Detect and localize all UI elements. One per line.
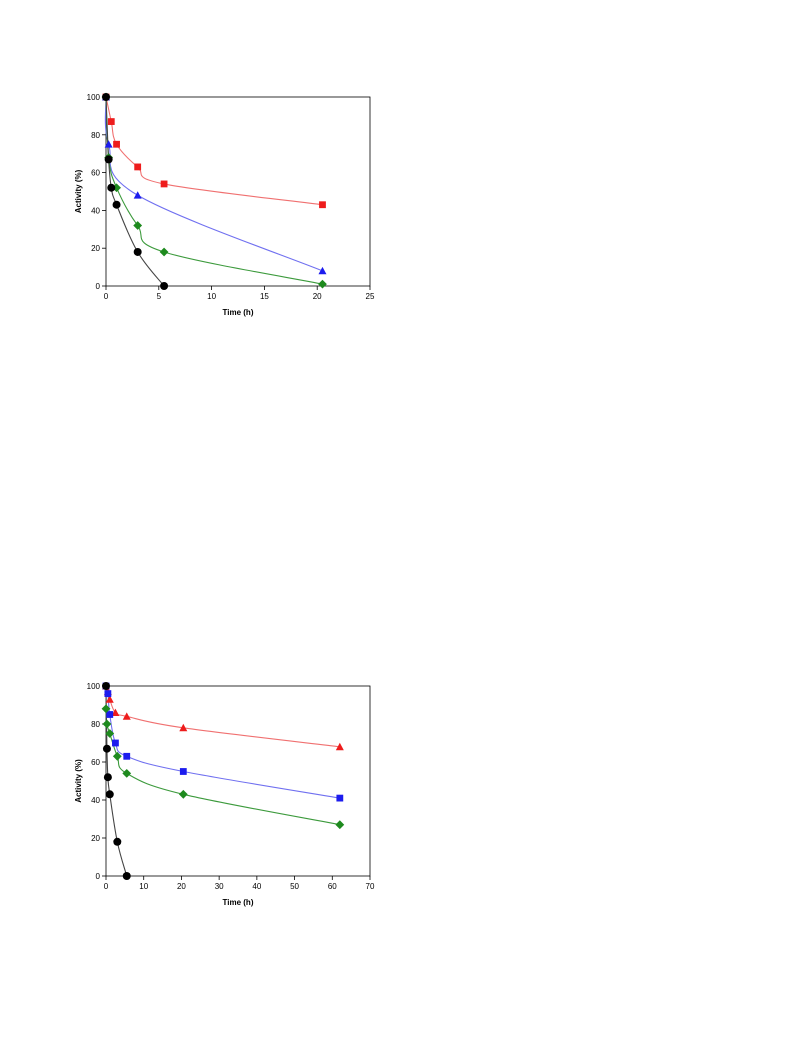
data-point-square — [104, 690, 112, 697]
data-point-circle — [102, 744, 111, 753]
x-tick-label: 50 — [290, 882, 299, 891]
y-tick-label: 20 — [91, 834, 100, 843]
data-point-circle — [105, 790, 114, 799]
y-tick-label: 40 — [91, 206, 100, 215]
y-tick-label: 20 — [91, 244, 100, 253]
x-axis-label: Time (h) — [223, 308, 254, 317]
data-point-diamond — [133, 221, 143, 230]
data-point-square — [336, 794, 344, 802]
chart-top: 0 20 40 60 80 100 0 5 10 15 20 25 Time (h) Activity (… — [74, 92, 375, 317]
data-point-circle — [102, 93, 110, 101]
data-point-circle — [102, 682, 110, 690]
x-tick-label: 70 — [366, 882, 375, 891]
data-point-triangle — [104, 140, 113, 148]
data-point-square — [123, 752, 131, 760]
data-point-diamond — [159, 247, 169, 257]
y-tick-label: 80 — [91, 720, 100, 729]
data-point-triangle — [122, 712, 131, 720]
data-point-circle — [113, 837, 122, 846]
series-line-square — [105, 96, 323, 206]
y-tick-label: 80 — [91, 131, 100, 140]
data-point-circle — [107, 183, 116, 192]
data-point-diamond — [122, 769, 132, 778]
data-point-square — [113, 140, 120, 148]
x-tick-label: 30 — [215, 882, 224, 891]
x-tick-label: 25 — [366, 292, 375, 301]
data-point-square — [179, 768, 187, 775]
data-point-square — [106, 711, 114, 718]
y-tick-label: 40 — [91, 796, 100, 805]
data-point-diamond — [318, 279, 327, 289]
y-axis-label: Activity (%) — [74, 759, 83, 803]
series-line-circle — [105, 96, 165, 287]
series-line-diamond — [105, 96, 323, 285]
data-point-square — [134, 163, 142, 171]
series-line-diamond — [105, 708, 340, 826]
x-tick-label: 20 — [177, 882, 186, 891]
y-axis-label: Activity (%) — [74, 169, 83, 213]
x-tick-label: 20 — [313, 292, 322, 301]
data-point-diamond — [101, 704, 111, 714]
data-point-triangle — [318, 266, 327, 275]
data-point-triangle — [335, 742, 344, 751]
data-point-diamond — [112, 751, 122, 761]
data-point-diamond — [335, 820, 345, 830]
x-tick-label: 60 — [328, 882, 337, 891]
y-tick-label: 0 — [96, 872, 101, 881]
plot-area-frame — [105, 96, 371, 287]
series-line-triangle — [105, 685, 340, 748]
data-point-diamond — [105, 729, 115, 738]
x-tick-label: 15 — [260, 292, 269, 301]
x-tick-label: 10 — [207, 292, 216, 301]
data-point-square — [160, 180, 168, 188]
y-tick-label: 0 — [96, 282, 101, 291]
series-line-triangle — [104, 96, 323, 272]
data-point-circle — [103, 773, 112, 782]
x-tick-label: 10 — [139, 882, 148, 891]
data-point-triangle — [111, 708, 120, 716]
data-point-square — [112, 739, 119, 747]
y-tick-label: 60 — [91, 758, 100, 767]
chart-bottom: 0 20 40 60 80 100 0 10 20 30 40 50 60 70 Time (h) Activ… — [74, 682, 375, 907]
x-tick-label: 5 — [157, 292, 162, 301]
data-point-diamond — [102, 719, 112, 729]
x-axis-label: Time (h) — [223, 898, 254, 907]
y-tick-label: 100 — [87, 93, 101, 102]
data-point-triangle — [105, 695, 114, 703]
x-tick-label: 40 — [252, 882, 261, 891]
data-point-diamond — [178, 789, 188, 799]
data-point-circle — [160, 282, 169, 290]
data-point-triangle — [133, 191, 142, 199]
y-tick-label: 60 — [91, 169, 100, 178]
data-point-triangle — [179, 723, 188, 732]
data-point-circle — [133, 247, 142, 256]
data-point-circle — [122, 872, 131, 880]
x-tick-label: 0 — [104, 882, 109, 891]
y-tick-label: 100 — [87, 682, 101, 691]
data-point-square — [319, 201, 326, 209]
x-tick-label: 0 — [104, 292, 109, 301]
data-point-square — [107, 118, 115, 125]
data-point-circle — [112, 200, 121, 209]
plot-area-frame — [105, 685, 371, 877]
data-point-circle — [104, 155, 113, 164]
